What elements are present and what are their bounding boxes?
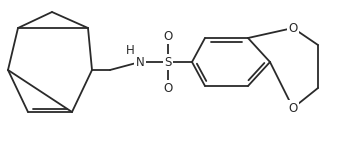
Text: N: N xyxy=(136,55,144,69)
Text: O: O xyxy=(288,21,298,35)
Text: O: O xyxy=(163,82,173,94)
Text: O: O xyxy=(288,102,298,114)
Text: H: H xyxy=(126,43,135,56)
Text: S: S xyxy=(164,55,172,69)
Text: O: O xyxy=(163,30,173,42)
